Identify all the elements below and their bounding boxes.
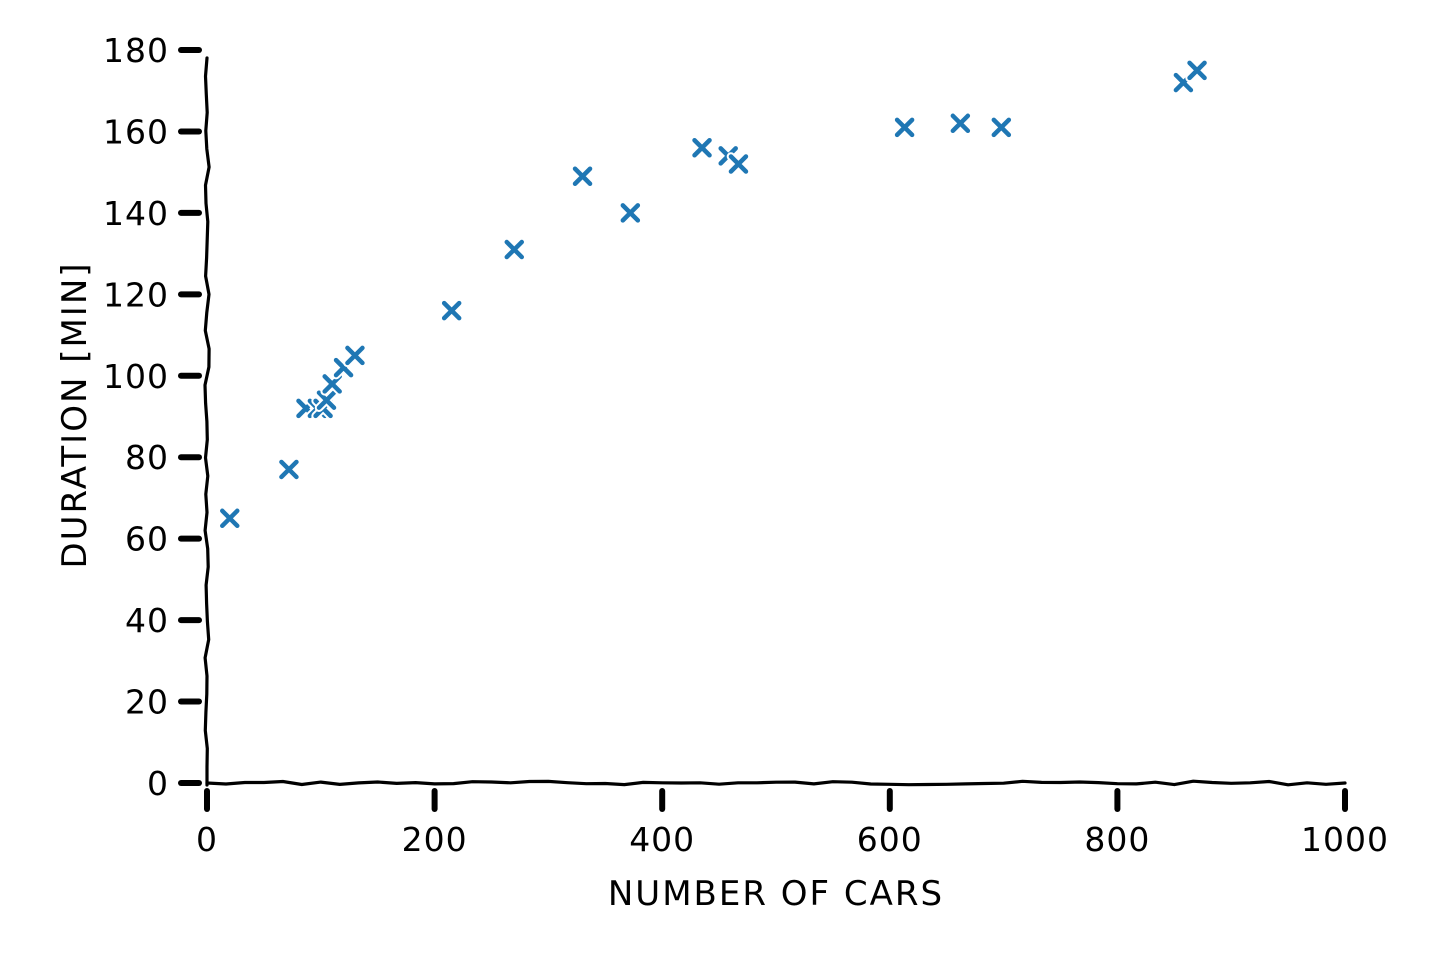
- data-point: [618, 201, 643, 225]
- data-point: [948, 111, 973, 136]
- x-axis-title: NUMBER OF CARS: [608, 874, 944, 914]
- data-point: [690, 135, 714, 160]
- data-point: [892, 115, 917, 140]
- data-point: [439, 298, 464, 323]
- axis-ticks: 0 20 40 60 80 100 120 140 160 180 0 200 400 600 800 100…: [103, 31, 1389, 859]
- x-tick-label: 800: [1084, 820, 1150, 859]
- data-point: [277, 457, 301, 482]
- x-tick-label: 400: [629, 820, 695, 859]
- x-tick-label: 600: [857, 820, 923, 859]
- x-tick-label: 1000: [1301, 820, 1389, 859]
- y-axis-line: [203, 56, 211, 787]
- y-tick-label: 100: [103, 357, 169, 396]
- data-points: [218, 58, 1209, 531]
- y-tick-label: 180: [103, 31, 169, 70]
- y-tick-label: 40: [125, 601, 169, 640]
- data-point: [1185, 58, 1209, 83]
- data-point: [502, 237, 527, 262]
- y-tick-label: 0: [147, 764, 169, 803]
- y-tick-label: 160: [103, 112, 169, 151]
- y-tick-label: 20: [125, 683, 169, 722]
- data-point: [570, 164, 595, 188]
- y-tick-label: 80: [125, 438, 169, 477]
- data-point: [314, 388, 339, 412]
- y-tick-label: 140: [103, 194, 169, 233]
- data-point: [989, 115, 1014, 140]
- y-tick-label: 60: [125, 520, 169, 559]
- y-tick-label: 120: [103, 275, 169, 314]
- x-tick-label: 200: [402, 820, 468, 859]
- x-tick-label: 0: [196, 820, 218, 859]
- x-axis-line: [205, 779, 1347, 787]
- axes: [203, 56, 1347, 787]
- data-point: [343, 343, 367, 368]
- data-point: [218, 506, 242, 531]
- y-axis-title: DURATION [MIN]: [55, 261, 95, 568]
- data-point: [726, 152, 751, 176]
